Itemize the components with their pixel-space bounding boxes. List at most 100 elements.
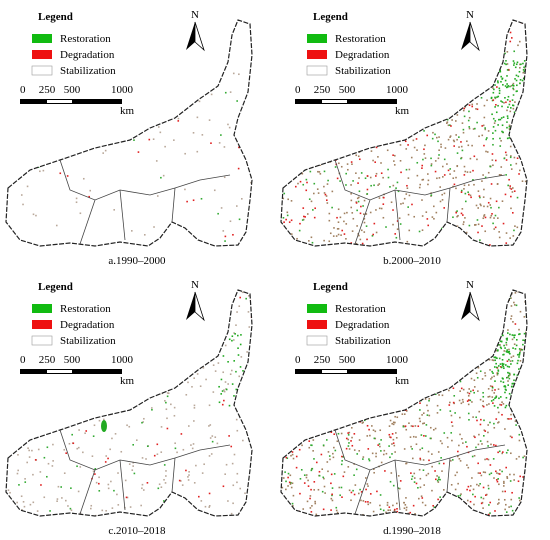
pixel — [397, 16, 399, 18]
pixel — [344, 81, 347, 83]
pixel — [463, 115, 466, 118]
legend-swatch — [31, 65, 53, 76]
pixel — [464, 200, 467, 203]
pixel — [513, 479, 515, 481]
pixel — [239, 343, 242, 346]
pixel — [512, 347, 514, 349]
pixel — [512, 235, 515, 237]
pixel — [354, 366, 357, 369]
pixel — [327, 345, 330, 348]
pixel — [497, 406, 499, 409]
pixel — [176, 451, 178, 454]
pixel — [69, 367, 71, 369]
pixel — [419, 420, 421, 423]
pixel — [39, 298, 41, 301]
pixel — [68, 384, 71, 386]
pixel — [285, 314, 288, 317]
pixel — [333, 248, 335, 250]
pixel — [137, 363, 140, 365]
pixel — [142, 23, 144, 26]
pixel — [389, 395, 391, 397]
pixel — [452, 308, 454, 311]
pixel — [397, 317, 399, 320]
pixel — [284, 302, 286, 305]
pixel — [491, 376, 493, 379]
pixel — [160, 451, 163, 453]
pixel — [498, 87, 501, 90]
pixel — [12, 292, 14, 294]
pixel — [394, 451, 396, 453]
pixel — [395, 432, 397, 434]
pixel — [351, 245, 353, 246]
pixel — [406, 320, 408, 323]
pixel — [522, 343, 524, 346]
pixel — [518, 398, 520, 401]
pixel — [254, 477, 256, 479]
pixel — [427, 173, 429, 175]
pixel — [202, 88, 205, 91]
pixel — [330, 94, 333, 96]
pixel — [323, 477, 325, 480]
pixel — [300, 375, 303, 378]
pixel — [476, 121, 478, 124]
legend-swatch — [307, 50, 327, 59]
pixel — [281, 486, 284, 489]
pixel — [303, 394, 305, 397]
pixel — [224, 344, 227, 347]
pixel — [6, 113, 7, 116]
pixel — [91, 384, 94, 387]
pixel — [450, 94, 452, 97]
pixel — [20, 406, 23, 409]
pixel — [20, 399, 23, 402]
pixel — [167, 349, 169, 351]
pixel — [505, 364, 507, 366]
pixel — [131, 520, 133, 522]
pixel — [345, 238, 347, 240]
pixel — [461, 105, 464, 107]
pixel — [426, 76, 429, 79]
pixel — [184, 188, 186, 191]
pixel — [281, 197, 282, 200]
pixel — [488, 318, 491, 321]
pixel — [385, 398, 387, 401]
pixel — [489, 369, 491, 371]
pixel — [289, 394, 291, 397]
pixel — [132, 465, 134, 467]
pixel — [149, 348, 151, 351]
pixel — [504, 52, 506, 55]
pixel — [306, 146, 308, 149]
pixel — [498, 357, 501, 360]
pixel — [405, 130, 408, 132]
pixel — [516, 139, 518, 141]
pixel — [36, 510, 39, 512]
pixel — [305, 373, 308, 376]
pixel — [470, 390, 472, 393]
pixel — [437, 337, 440, 340]
pixel — [255, 460, 257, 462]
pixel — [175, 42, 177, 45]
pixel — [413, 472, 416, 475]
pixel — [493, 477, 495, 479]
pixel — [124, 514, 126, 516]
pixel — [496, 349, 499, 352]
pixel — [466, 400, 469, 402]
pixel — [489, 204, 492, 206]
pixel — [284, 353, 286, 355]
pixel — [513, 373, 515, 376]
pixel — [530, 109, 532, 111]
pixel — [297, 248, 299, 250]
pixel — [303, 42, 306, 45]
pixel — [509, 185, 511, 187]
pixel — [82, 376, 85, 379]
pixel — [284, 98, 286, 100]
pixel — [509, 187, 511, 189]
pixel — [520, 518, 522, 520]
pixel — [445, 351, 448, 354]
pixel — [483, 188, 485, 191]
pixel — [473, 391, 476, 394]
pixel — [456, 312, 459, 314]
pixel — [240, 198, 243, 200]
pixel — [485, 493, 488, 496]
scale-unit: km — [120, 105, 135, 117]
pixel — [455, 176, 457, 179]
